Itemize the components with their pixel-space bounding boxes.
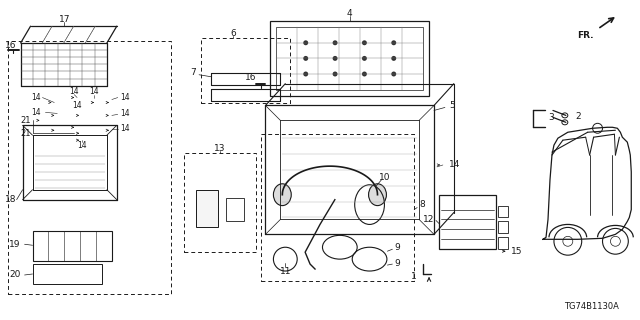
Bar bbox=[196, 190, 218, 228]
Bar bbox=[499, 237, 508, 249]
Bar bbox=[276, 27, 423, 90]
Bar bbox=[201, 38, 291, 102]
Circle shape bbox=[303, 56, 308, 61]
Text: 21: 21 bbox=[20, 129, 31, 138]
Text: 9: 9 bbox=[394, 243, 400, 252]
Text: 20: 20 bbox=[9, 270, 20, 279]
Text: 15: 15 bbox=[511, 247, 523, 256]
Circle shape bbox=[391, 72, 396, 76]
Text: 14: 14 bbox=[120, 124, 129, 133]
Bar bbox=[260, 134, 414, 281]
Text: 3: 3 bbox=[548, 113, 554, 122]
Text: 10: 10 bbox=[379, 173, 390, 182]
Bar bbox=[33, 231, 112, 261]
Text: 4: 4 bbox=[347, 9, 353, 18]
Text: 14: 14 bbox=[69, 87, 79, 96]
Text: 8: 8 bbox=[419, 200, 425, 209]
Bar bbox=[439, 195, 497, 249]
Text: 17: 17 bbox=[58, 15, 70, 24]
Text: 2: 2 bbox=[576, 112, 581, 121]
Text: 14: 14 bbox=[31, 108, 40, 117]
Bar bbox=[499, 221, 508, 233]
Circle shape bbox=[362, 56, 367, 61]
Bar bbox=[33, 264, 102, 284]
Text: 1: 1 bbox=[412, 272, 417, 282]
Text: 16: 16 bbox=[245, 73, 257, 82]
Text: 14: 14 bbox=[77, 140, 87, 150]
Text: 16: 16 bbox=[4, 42, 16, 51]
Circle shape bbox=[391, 40, 396, 45]
Text: 21: 21 bbox=[20, 116, 31, 125]
Bar bbox=[226, 198, 244, 221]
Text: 14: 14 bbox=[120, 109, 129, 118]
Text: 7: 7 bbox=[190, 68, 196, 77]
Text: 14: 14 bbox=[120, 93, 129, 102]
Circle shape bbox=[333, 56, 337, 61]
Text: 14: 14 bbox=[31, 93, 40, 102]
Text: 19: 19 bbox=[9, 240, 20, 249]
Text: FR.: FR. bbox=[577, 31, 594, 40]
Circle shape bbox=[593, 123, 602, 133]
Text: 14: 14 bbox=[449, 160, 460, 170]
Circle shape bbox=[303, 40, 308, 45]
Circle shape bbox=[303, 72, 308, 76]
Text: 13: 13 bbox=[214, 144, 226, 153]
Text: 6: 6 bbox=[230, 28, 236, 38]
Text: TG74B1130A: TG74B1130A bbox=[564, 302, 620, 311]
Text: 11: 11 bbox=[280, 267, 291, 276]
Text: 18: 18 bbox=[4, 195, 16, 204]
Text: 14: 14 bbox=[89, 87, 99, 96]
Bar bbox=[271, 21, 429, 96]
Text: 5: 5 bbox=[449, 101, 454, 110]
Ellipse shape bbox=[562, 120, 568, 125]
Text: 9: 9 bbox=[394, 259, 400, 268]
Circle shape bbox=[333, 72, 337, 76]
Bar bbox=[8, 41, 172, 294]
Text: 12: 12 bbox=[422, 215, 434, 224]
Text: 14: 14 bbox=[72, 101, 82, 110]
Bar bbox=[184, 153, 255, 252]
Circle shape bbox=[391, 56, 396, 61]
Ellipse shape bbox=[369, 184, 387, 206]
Circle shape bbox=[333, 40, 337, 45]
Ellipse shape bbox=[273, 184, 291, 206]
Circle shape bbox=[362, 40, 367, 45]
Ellipse shape bbox=[562, 113, 568, 118]
Circle shape bbox=[362, 72, 367, 76]
Bar bbox=[499, 206, 508, 218]
